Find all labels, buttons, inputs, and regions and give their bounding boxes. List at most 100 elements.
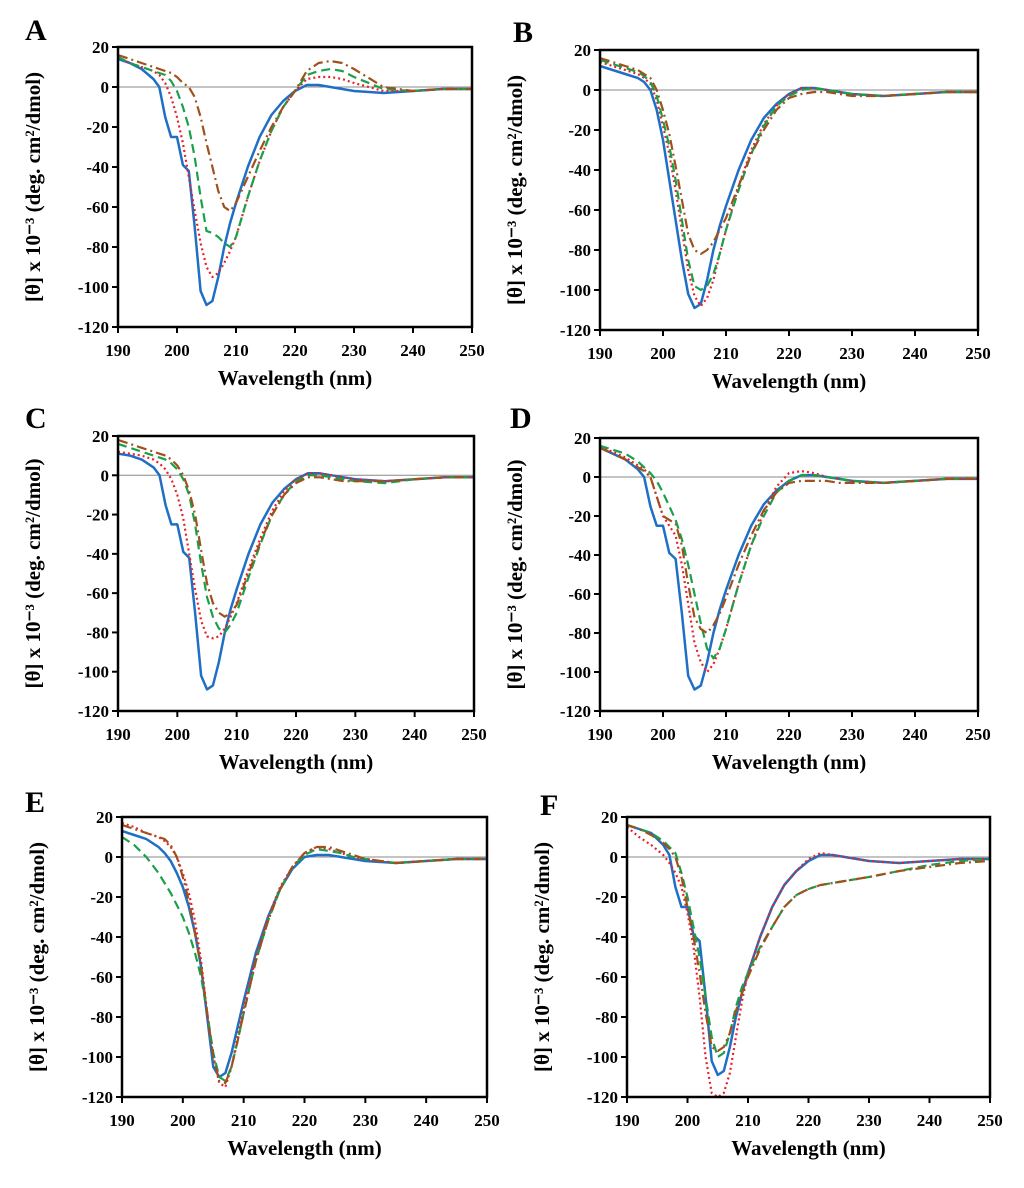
- y-tick-label: -20: [86, 118, 109, 137]
- y-tick-label: 0: [610, 848, 619, 867]
- x-tick-label: 250: [965, 725, 991, 744]
- y-tick-label: 0: [101, 466, 110, 485]
- series-line-solid: [117, 452, 474, 691]
- x-tick-label: 240: [917, 1111, 943, 1130]
- y-tick-label: 20: [92, 38, 109, 57]
- series-line-dotted: [117, 450, 474, 640]
- y-tick-label: -20: [568, 121, 591, 140]
- y-tick-label: -80: [568, 241, 591, 260]
- series-line-dashed: [599, 58, 978, 292]
- y-tick-label: -120: [78, 318, 109, 337]
- x-tick-label: 190: [105, 725, 131, 744]
- x-tick-label: 210: [713, 344, 739, 363]
- x-tick-label: 240: [902, 344, 928, 363]
- plot-frame: [598, 436, 980, 713]
- y-tick-label: -40: [86, 545, 109, 564]
- x-tick-label: 200: [675, 1111, 701, 1130]
- y-tick-label: 20: [574, 429, 591, 448]
- panel-letter: A: [25, 14, 47, 47]
- plot-frame: [625, 815, 992, 1099]
- series-line-solid: [117, 57, 472, 307]
- y-tick-label: -100: [560, 281, 591, 300]
- x-tick-label: 190: [105, 341, 131, 360]
- y-tick-label: -40: [568, 546, 591, 565]
- y-axis-label: [θ] x 10⁻³ (deg. cm²/dmol): [530, 842, 554, 1072]
- series-line-solid: [626, 823, 990, 1077]
- x-tick-label: 200: [164, 341, 190, 360]
- x-tick-label: 250: [977, 1111, 1003, 1130]
- panel-letter: C: [25, 402, 47, 435]
- series-line-dashed: [599, 444, 978, 660]
- panel-letter: E: [25, 786, 45, 819]
- x-tick-label: 230: [353, 1111, 379, 1130]
- x-tick-label: 230: [341, 341, 367, 360]
- plot-frame: [598, 48, 980, 332]
- x-tick-label: 240: [413, 1111, 439, 1130]
- y-tick-label: -20: [90, 888, 113, 907]
- x-tick-label: 210: [735, 1111, 761, 1130]
- y-tick-label: 0: [583, 468, 592, 487]
- x-tick-label: 250: [474, 1111, 500, 1130]
- y-tick-label: -60: [568, 201, 591, 220]
- y-tick-label: -100: [78, 278, 109, 297]
- series-line-solid: [121, 829, 487, 1079]
- y-axis-label: [θ] x 10⁻³ (deg. cm²/dmol): [21, 458, 45, 688]
- y-tick-label: 20: [92, 427, 109, 446]
- y-tick-label: -60: [568, 585, 591, 604]
- x-tick-label: 220: [282, 341, 308, 360]
- x-tick-label: 220: [776, 344, 802, 363]
- y-tick-label: -60: [86, 584, 109, 603]
- y-tick-label: -80: [568, 624, 591, 643]
- series-line-dotted: [626, 826, 990, 1099]
- y-tick-label: -80: [86, 623, 109, 642]
- series-line-dotted: [117, 56, 472, 279]
- series-line-dashdot: [117, 53, 472, 213]
- x-tick-label: 190: [109, 1111, 135, 1130]
- x-tick-label: 240: [402, 725, 428, 744]
- y-tick-label: 20: [96, 808, 113, 827]
- x-tick-label: 210: [223, 341, 249, 360]
- y-axis-label: [θ] x 10⁻³ (deg. cm²/dmol): [21, 72, 45, 302]
- x-tick-label: 200: [165, 725, 191, 744]
- x-tick-label: 190: [614, 1111, 640, 1130]
- series-line-dashed: [121, 836, 487, 1083]
- y-axis-label: [θ] x 10⁻³ (deg. cm²/dmol): [503, 459, 527, 689]
- x-axis-label: Wavelength (nm): [227, 1136, 382, 1160]
- panel-letter: F: [540, 789, 558, 822]
- y-tick-label: -80: [595, 1008, 618, 1027]
- x-tick-label: 230: [839, 344, 865, 363]
- series-line-dashed: [117, 56, 472, 249]
- y-axis-label: [θ] x 10⁻³ (deg. cm²/dmol): [503, 75, 527, 305]
- panel-letter: D: [510, 402, 532, 435]
- x-axis-label: Wavelength (nm): [712, 750, 867, 774]
- x-tick-label: 200: [650, 344, 676, 363]
- x-tick-label: 210: [224, 725, 250, 744]
- x-tick-label: 220: [283, 725, 309, 744]
- x-axis-label: Wavelength (nm): [712, 369, 867, 393]
- y-tick-label: -40: [595, 928, 618, 947]
- y-tick-label: -20: [595, 888, 618, 907]
- x-tick-label: 230: [343, 725, 369, 744]
- y-tick-label: -120: [560, 702, 591, 721]
- series-line-dotted: [599, 446, 978, 674]
- series-line-dashdot: [626, 823, 991, 1053]
- y-tick-label: 20: [574, 41, 591, 60]
- y-tick-label: 0: [583, 81, 592, 100]
- y-tick-label: -60: [90, 968, 113, 987]
- y-tick-label: -120: [82, 1088, 113, 1107]
- x-tick-label: 220: [776, 725, 802, 744]
- x-tick-label: 250: [461, 725, 487, 744]
- y-tick-label: -20: [86, 506, 109, 525]
- y-tick-label: -120: [587, 1088, 618, 1107]
- series-line-dashdot: [599, 446, 978, 635]
- x-tick-label: 250: [965, 344, 991, 363]
- y-tick-label: -80: [86, 238, 109, 257]
- y-tick-label: -40: [90, 928, 113, 947]
- y-tick-label: 20: [601, 808, 618, 827]
- y-tick-label: -60: [86, 198, 109, 217]
